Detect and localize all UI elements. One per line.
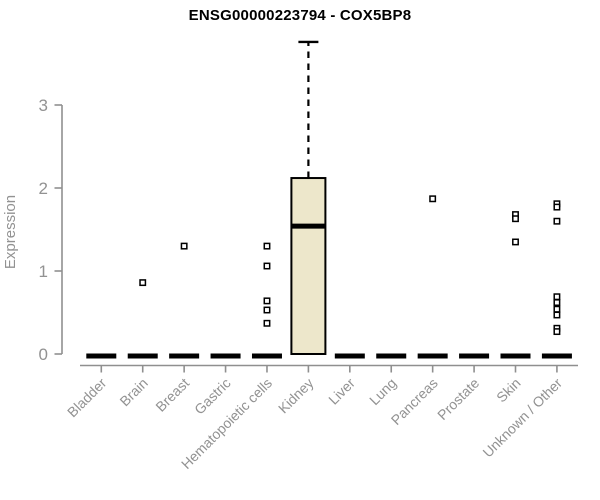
box-kidney (290, 177, 327, 355)
outlier-point-unknown-other (553, 203, 561, 211)
x-tick-label-liver: Liver (325, 375, 358, 408)
outlier-point-hematopoietic-cells (263, 297, 271, 305)
outlier-point-unknown-other (553, 299, 561, 306)
chart-title: ENSG00000223794 - COX5BP8 (188, 7, 412, 24)
outlier-point-unknown-other (553, 328, 561, 336)
x-tick-label-skin: Skin (493, 375, 524, 406)
outlier-point-hematopoietic-cells (263, 242, 271, 250)
x-tick-label-prostate: Prostate (434, 375, 482, 423)
outlier-point-breast (180, 242, 188, 250)
x-tick-label-brain: Brain (116, 375, 150, 409)
outlier-point-unknown-other (553, 293, 561, 301)
outlier-point-hematopoietic-cells (263, 262, 271, 270)
y-tick-label: 0 (39, 345, 48, 364)
outlier-point-unknown-other (553, 305, 561, 313)
outlier-point-unknown-other (553, 217, 561, 225)
y-tick-label: 3 (39, 96, 48, 115)
x-tick-label-lung: Lung (366, 375, 399, 408)
y-tick-label: 2 (39, 179, 48, 198)
outlier-point-brain (139, 279, 147, 287)
outlier-point-skin (512, 238, 519, 246)
x-tick-label-kidney: Kidney (275, 375, 317, 417)
x-tick-label-bladder: Bladder (64, 375, 110, 421)
outlier-point-pancreas (429, 195, 437, 203)
outlier-point-skin (512, 215, 519, 223)
outlier-point-unknown-other (553, 311, 561, 319)
x-tick-label-unknown-other: Unknown / Other (479, 375, 565, 461)
y-tick-label: 1 (39, 262, 48, 281)
outlier-point-hematopoietic-cells (263, 306, 271, 314)
outlier-point-hematopoietic-cells (263, 319, 271, 327)
x-tick-label-breast: Breast (152, 375, 192, 415)
